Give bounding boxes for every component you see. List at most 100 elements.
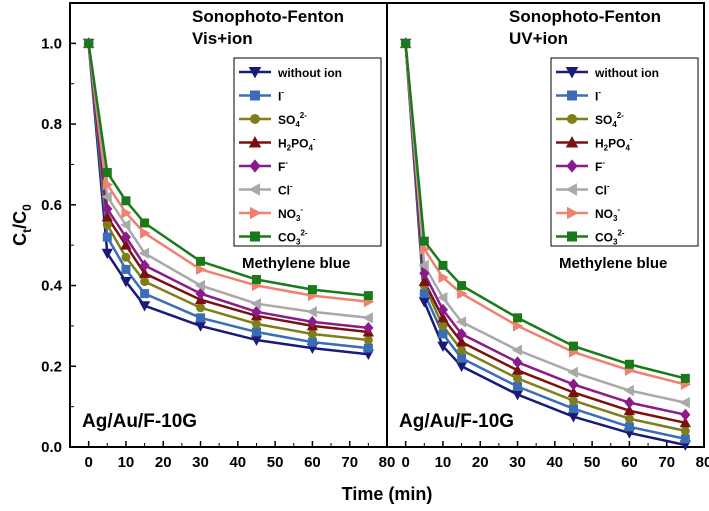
data-point-s5 — [363, 321, 374, 334]
data-point-s3 — [307, 329, 317, 339]
data-point-s5 — [139, 259, 150, 272]
data-point-s8 — [401, 38, 411, 48]
x-tick-label: 80 — [696, 454, 709, 471]
legend-marker — [250, 90, 260, 101]
legend-marker — [567, 114, 577, 124]
legend-label: SO42- — [595, 111, 624, 129]
data-point-s1 — [101, 248, 113, 260]
x-tick-label: 30 — [192, 454, 209, 471]
data-point-s4 — [511, 364, 524, 375]
legend-label: H2PO4- — [278, 135, 316, 153]
data-point-s8 — [196, 256, 206, 266]
x-tick-label: 40 — [229, 454, 246, 471]
legend-marker — [248, 136, 262, 148]
data-point-s5 — [419, 267, 430, 280]
panel-1: 0 10 20 30 40 50 60 70 80 Sonophoto-Fenton Vis+ion… — [69, 2, 395, 471]
y-tick-label: 0.6 — [41, 197, 62, 214]
data-point-s2 — [419, 289, 429, 299]
data-point-s8 — [140, 218, 150, 228]
panel-2: 0 10 20 30 40 50 60 70 80 Sonophoto-Fenton UV+ion w… — [386, 2, 709, 471]
data-point-s4 — [623, 404, 636, 416]
x-tick-label: 10 — [435, 454, 452, 471]
panel-title: Sonophoto-Fenton — [192, 7, 344, 26]
data-point-s8 — [251, 274, 261, 284]
data-point-s7 — [196, 263, 207, 276]
data-point-s5 — [195, 287, 206, 300]
data-point-s2 — [457, 353, 467, 363]
data-point-s4 — [138, 267, 151, 278]
data-point-s6 — [306, 306, 317, 318]
data-point-s5 — [624, 396, 635, 409]
data-point-s1 — [120, 277, 132, 288]
panel-subtitle: UV+ion — [509, 29, 568, 48]
data-point-s3 — [513, 373, 523, 383]
data-point-s8 — [84, 38, 94, 48]
legend-label: H2PO4- — [595, 135, 633, 153]
data-point-s2 — [680, 434, 690, 444]
legend-marker — [250, 114, 260, 124]
data-point-s5 — [437, 303, 448, 316]
data-point-s8 — [457, 281, 467, 291]
data-point-s3 — [196, 303, 206, 313]
data-point-s7 — [419, 243, 431, 255]
legend-label: NO3- — [278, 205, 303, 223]
legend: without ion I- SO42- H2PO4- F- Cl- NO3- CO32- — [550, 57, 699, 247]
data-point-s5 — [102, 202, 113, 215]
legend-box — [233, 57, 382, 247]
data-point-s6 — [623, 384, 634, 397]
data-point-s4 — [101, 211, 113, 222]
data-point-s6 — [362, 312, 373, 324]
y-tick-label: 0.4 — [41, 278, 63, 295]
y-tick-label: 1.0 — [41, 35, 62, 52]
legend-label: NO3- — [595, 205, 620, 223]
data-point-s2 — [363, 343, 373, 353]
data-point-s5 — [120, 231, 131, 244]
catalyst-label: Ag/Au/F-10G — [399, 411, 514, 432]
data-point-s8 — [568, 341, 578, 351]
data-point-s4 — [567, 386, 580, 398]
data-point-s5 — [680, 408, 691, 421]
series-line-7 — [404, 43, 686, 386]
data-point-s4 — [679, 416, 691, 428]
data-point-s6 — [679, 396, 690, 409]
legend-box — [550, 57, 699, 247]
series-line-2 — [87, 43, 369, 350]
data-point-s6 — [120, 219, 131, 231]
data-point-s2 — [438, 329, 448, 339]
data-point-s3 — [457, 345, 467, 355]
dye-label: Methylene blue — [559, 255, 667, 272]
series-line-4 — [87, 43, 369, 334]
data-point-s1 — [437, 341, 449, 352]
legend-label: CO32- — [278, 229, 308, 247]
legend-label: Cl- — [278, 182, 293, 198]
x-tick-label: 50 — [267, 454, 284, 471]
x-tick-label: 40 — [546, 454, 563, 471]
legend-marker — [565, 183, 577, 196]
y-axis: 0.0 0.2 0.4 0.6 0.8 1.0 — [41, 2, 76, 456]
legend-marker — [248, 67, 262, 79]
data-point-s6 — [138, 247, 150, 259]
legend-marker — [565, 136, 579, 148]
data-point-s2 — [121, 264, 131, 274]
data-point-s1 — [138, 301, 151, 312]
data-point-s6 — [194, 279, 206, 292]
legend-label: I- — [595, 88, 601, 104]
series-line-8 — [87, 43, 369, 297]
data-point-s5 — [512, 356, 523, 369]
data-point-s3 — [568, 396, 578, 406]
series-line-1 — [404, 43, 686, 447]
x-tick-label: 70 — [341, 454, 358, 471]
x-tick-label: 10 — [118, 454, 135, 471]
series-line-3 — [87, 43, 369, 342]
data-point-s6 — [250, 298, 261, 310]
data-point-s8 — [438, 260, 448, 270]
legend-marker — [565, 67, 579, 79]
panel-subtitle: Vis+ion — [192, 29, 253, 48]
data-point-s6 — [511, 344, 523, 356]
legend-label: I- — [278, 88, 284, 104]
series-line-5 — [404, 43, 686, 416]
x-tick-label: 0 — [401, 454, 409, 471]
x-tick-label: 60 — [621, 454, 638, 471]
data-point-s2 — [568, 404, 578, 414]
x-tick-label: 20 — [472, 454, 489, 471]
